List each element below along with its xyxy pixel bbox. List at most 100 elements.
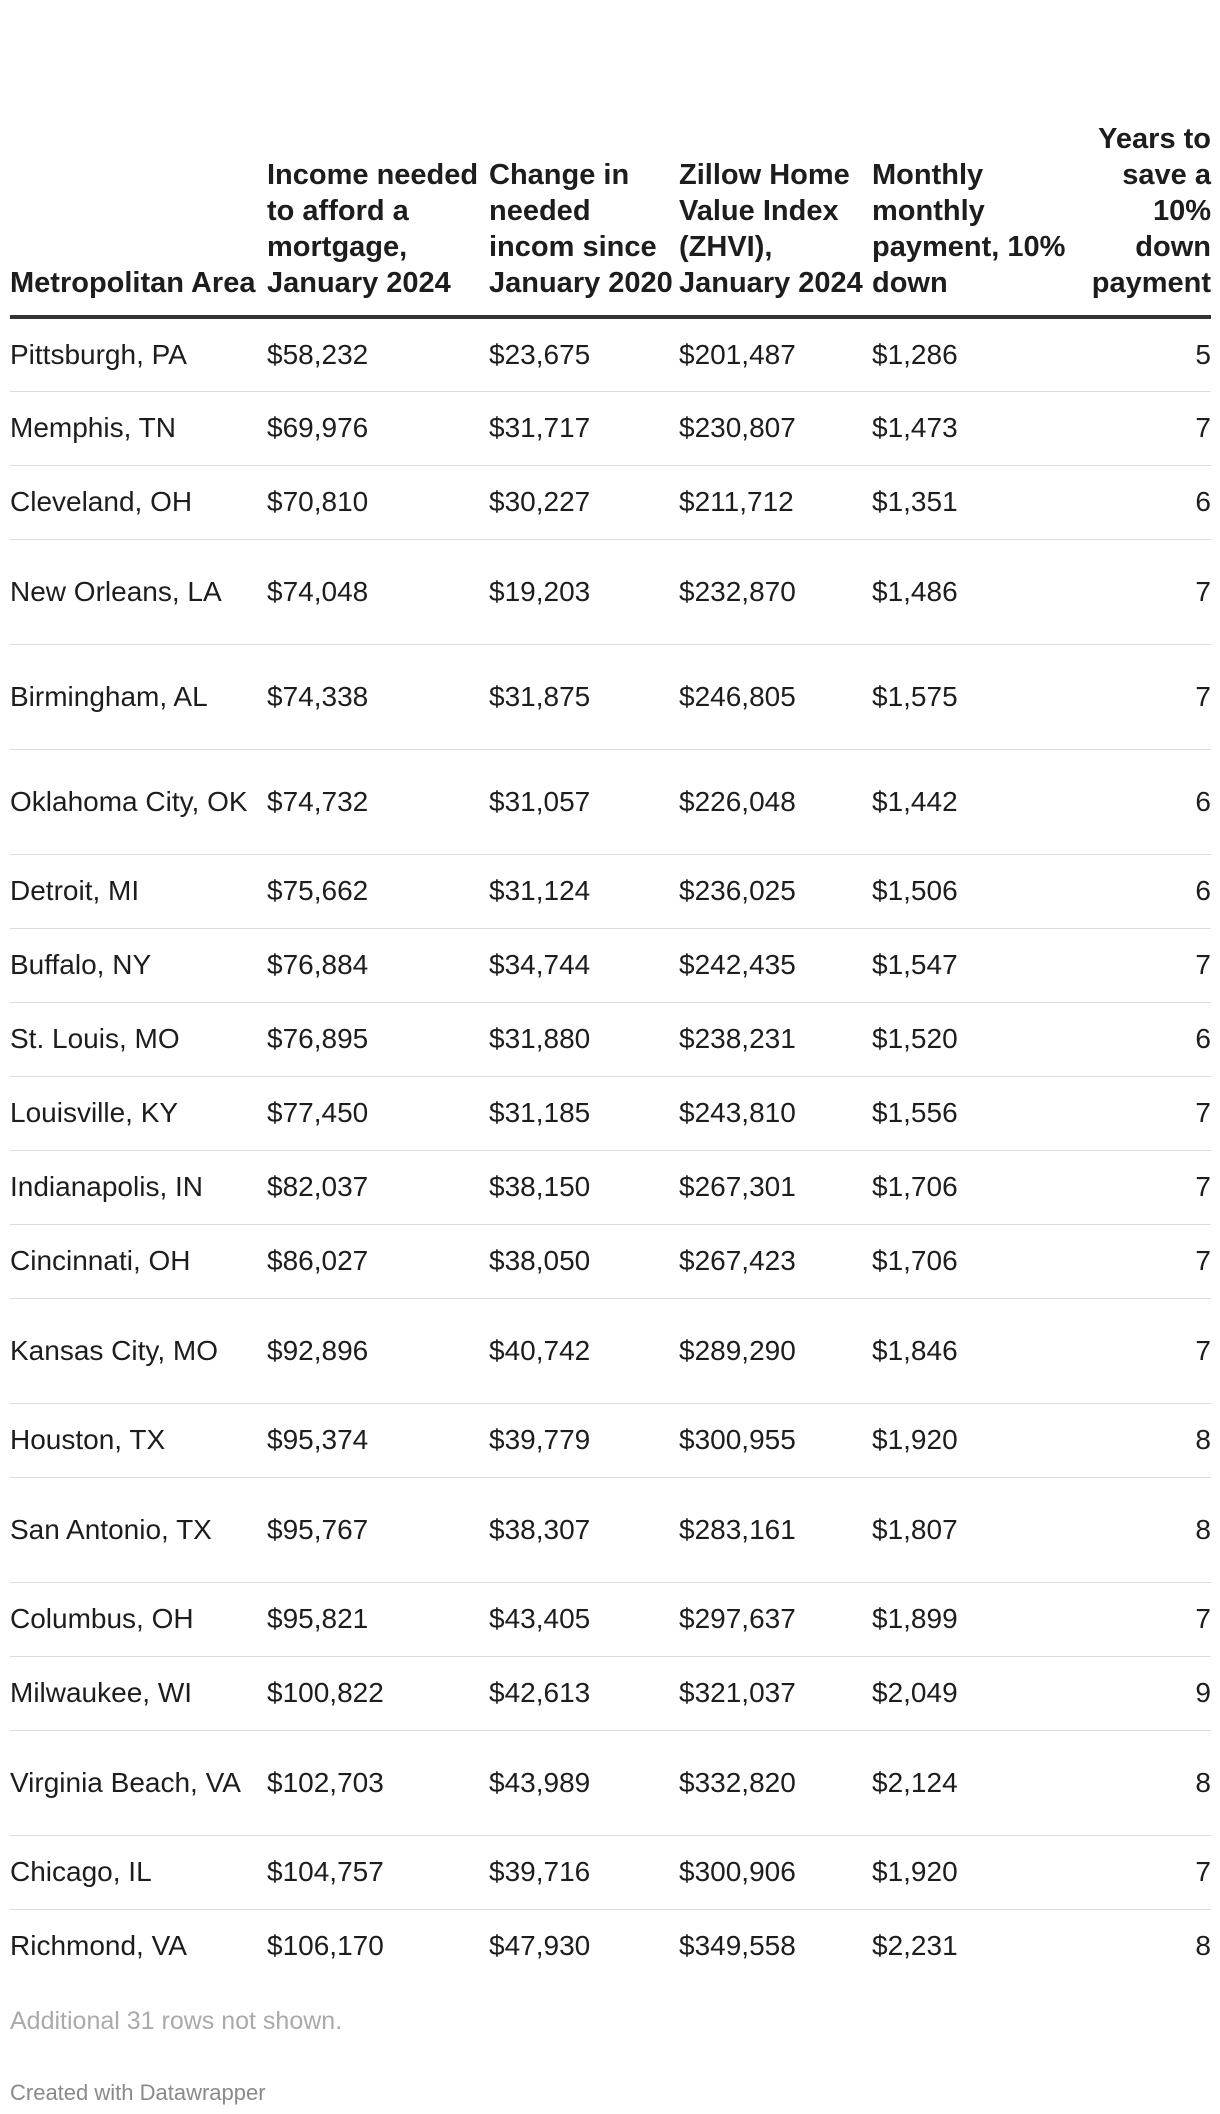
table-row: Birmingham, AL $74,338 $31,875 $246,805 $1,5… [10,644,1211,750]
cell-zhvi: $246,805 [679,644,872,750]
cell-zhvi: $321,037 [679,1656,872,1731]
cell-income: $106,170 [267,1930,384,1962]
cell-change: $38,150 [489,1150,679,1225]
cell-area: Buffalo, NY [10,928,267,1003]
cell-income: $75,662 [267,854,489,929]
cell-income: $104,757 [267,1835,489,1910]
cell-zhvi: $349,558 [679,1930,796,1962]
cell-zhvi: $211,712 [679,465,872,540]
cell-change: $23,675 [489,317,679,392]
cell-payment: $1,706 [872,1224,1088,1299]
cell-change: $30,227 [489,465,679,540]
cell-zhvi: $243,810 [679,1076,872,1151]
header-metropolitan-area[interactable]: Metropolitan Area [10,0,267,319]
cell-payment: $1,520 [872,1002,1088,1077]
cell-change: $43,405 [489,1582,679,1657]
cell-area: Oklahoma City, OK [10,749,267,855]
table-row: Detroit, MI $75,662 $31,124 $236,025 $1,506 6 [10,854,1211,929]
header-income-needed[interactable]: Income needed to afford a mortgage, Janu… [267,0,489,319]
cell-area: St. Louis, MO [10,1002,267,1077]
affordability-table: Metropolitan Area Income needed to affor… [10,0,1211,1983]
cell-payment: $1,473 [872,391,1088,466]
table-row: Cleveland, OH $70,810 $30,227 $211,712 $1,35… [10,465,1211,540]
cell-years: 7 [1088,1076,1211,1151]
cell-change: $31,875 [489,644,679,750]
table-row: Cincinnati, OH $86,027 $38,050 $267,423 $1,7… [10,1224,1211,1299]
table-row: Columbus, OH $95,821 $43,405 $297,637 $1,899… [10,1582,1211,1657]
cell-payment: $1,442 [872,749,1088,855]
cell-area: Chicago, IL [10,1835,267,1910]
header-monthly-payment[interactable]: Monthly monthly payment, 10% down [872,0,1088,319]
header-change-in-income[interactable]: Change in needed incom since January 202… [489,0,679,319]
cell-income: $92,896 [267,1298,489,1404]
cell-zhvi: $238,231 [679,1002,872,1077]
table-row: Milwaukee, WI $100,822 $42,613 $321,037 $2,0… [10,1656,1211,1731]
cell-years: 8 [1088,1730,1211,1836]
cell-payment: $1,351 [872,465,1088,540]
cell-payment: $1,547 [872,928,1088,1003]
table-container: Metropolitan Area Income needed to affor… [10,0,1211,1983]
cell-payment: $1,575 [872,644,1088,750]
cell-income: $82,037 [267,1150,489,1225]
cell-payment: $1,920 [872,1403,1088,1478]
cell-income: $74,048 [267,539,489,645]
cell-change: $31,185 [489,1076,679,1151]
cell-income: $77,450 [267,1076,489,1151]
cell-area: Cleveland, OH [10,465,267,540]
table-row: San Antonio, TX $95,767 $38,307 $283,161 $1,… [10,1477,1211,1583]
cell-zhvi: $332,820 [679,1730,872,1836]
cell-years: 6 [1088,749,1211,855]
cell-area: Virginia Beach, VA [10,1730,267,1836]
cell-change: $43,989 [489,1730,679,1836]
cell-area: Birmingham, AL [10,644,267,750]
cell-years: 6 [1088,854,1211,929]
cell-zhvi: $201,487 [679,317,872,392]
table-row: Memphis, TN $69,976 $31,717 $230,807 $1,473 7 [10,391,1211,466]
header-years-to-save[interactable]: Years to save a 10% down payment [1088,0,1211,319]
cell-zhvi: $300,906 [679,1835,872,1910]
cell-zhvi: $267,301 [679,1150,872,1225]
cell-income: $70,810 [267,465,489,540]
table-row: Indianapolis, IN $82,037 $38,150 $267,301 $1… [10,1150,1211,1225]
cell-income: $76,895 [267,1002,489,1077]
cell-income: $74,338 [267,644,489,750]
table-row: New Orleans, LA $74,048 $19,203 $232,870 $1,… [10,539,1211,645]
cell-change: $31,880 [489,1002,679,1077]
cell-income: $102,703 [267,1730,489,1836]
cell-zhvi: $230,807 [679,391,872,466]
cell-income: $69,976 [267,391,489,466]
cell-change: $19,203 [489,539,679,645]
table-row: Buffalo, NY $76,884 $34,744 $242,435 $1,547 7 [10,928,1211,1003]
cell-change: $47,930 [489,1930,591,1962]
cell-payment: $1,286 [872,317,1088,392]
cell-change: $39,779 [489,1403,679,1478]
cell-payment: $1,920 [872,1835,1088,1910]
cell-years: 7 [1088,1298,1211,1404]
cell-income: $86,027 [267,1224,489,1299]
cell-income: $74,732 [267,749,489,855]
cell-income: $100,822 [267,1656,489,1731]
cell-years: 8 [1088,1477,1211,1583]
header-zhvi[interactable]: Zillow Home Value Index (ZHVI), January … [679,0,872,319]
cell-area: Kansas City, MO [10,1298,267,1404]
cell-zhvi: $226,048 [679,749,872,855]
table-row: Kansas City, MO $92,896 $40,742 $289,290 $1,… [10,1298,1211,1404]
datawrapper-credit[interactable]: Created with Datawrapper [10,2080,266,2105]
cell-years: 7 [1088,1582,1211,1657]
cell-payment: $1,486 [872,539,1088,645]
cell-zhvi: $289,290 [679,1298,872,1404]
cell-years: 7 [1088,928,1211,1003]
cell-area: New Orleans, LA [10,539,267,645]
cell-years: 7 [1088,539,1211,645]
cell-change: $38,307 [489,1477,679,1583]
cell-payment: $1,846 [872,1298,1088,1404]
cell-change: $34,744 [489,928,679,1003]
table-row: Pittsburgh, PA $58,232 $23,675 $201,487 $1,2… [10,317,1211,392]
cell-years: 7 [1088,1835,1211,1910]
cell-years: 8 [1195,1930,1211,1962]
cell-payment: $1,506 [872,854,1088,929]
cell-area: Memphis, TN [10,391,267,466]
cell-change: $31,717 [489,391,679,466]
table-body: Pittsburgh, PA $58,232 $23,675 $201,487 $1,2… [10,317,1211,1983]
cell-change: $39,716 [489,1835,679,1910]
